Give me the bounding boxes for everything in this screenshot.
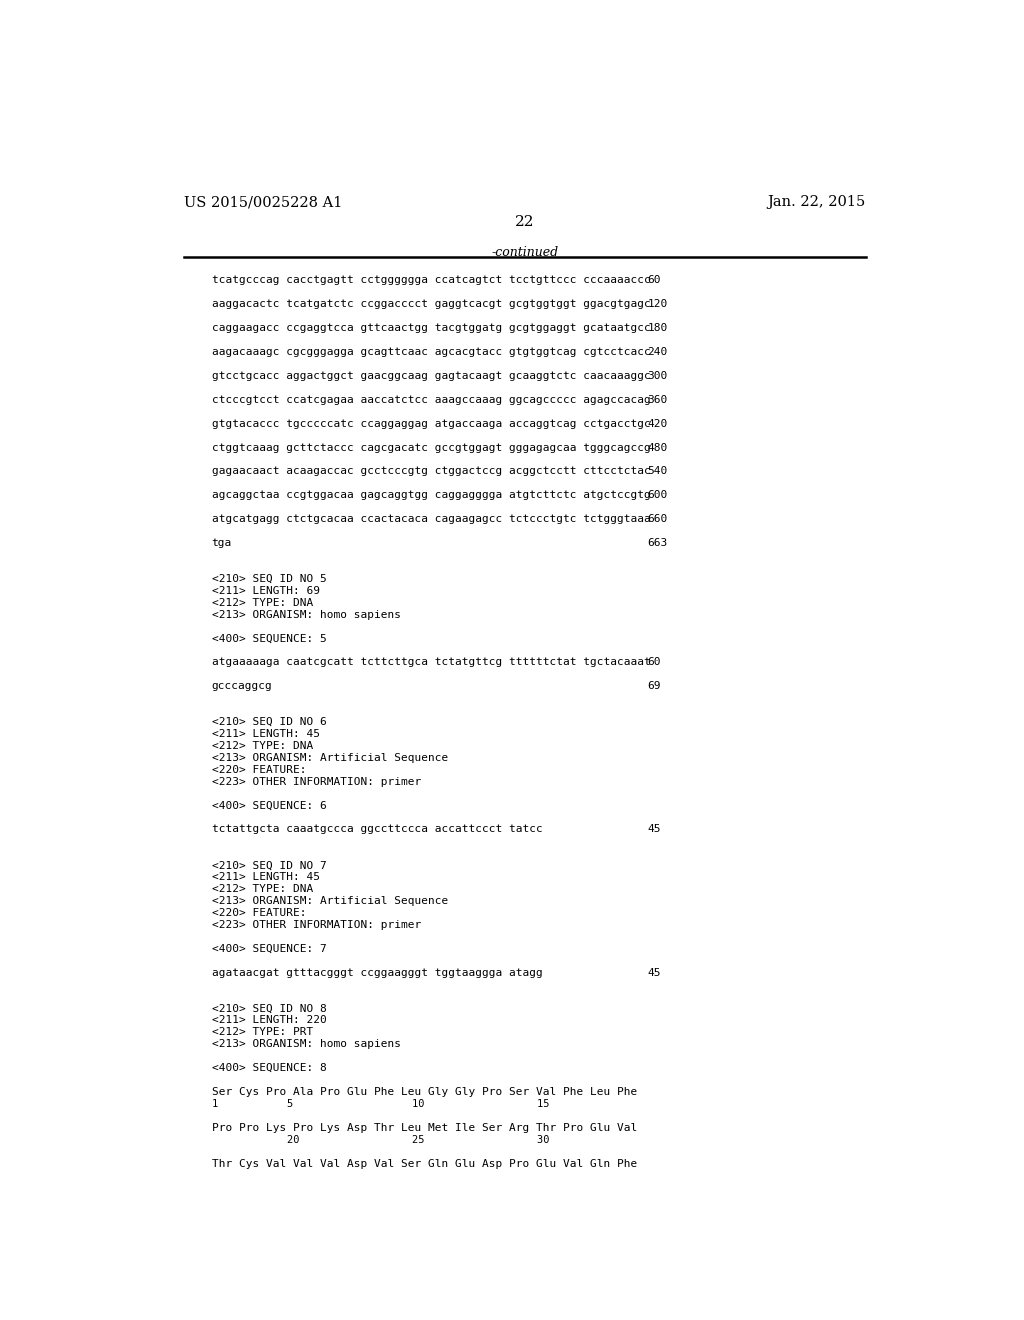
Text: <223> OTHER INFORMATION: primer: <223> OTHER INFORMATION: primer [212,920,421,929]
Text: 120: 120 [647,300,668,309]
Text: agataacgat gtttacgggt ccggaagggt tggtaaggga atagg: agataacgat gtttacgggt ccggaagggt tggtaag… [212,968,543,978]
Text: <220> FEATURE:: <220> FEATURE: [212,908,306,917]
Text: agcaggctaa ccgtggacaa gagcaggtgg caggagggga atgtcttctc atgctccgtg: agcaggctaa ccgtggacaa gagcaggtgg caggagg… [212,490,650,500]
Text: atgcatgagg ctctgcacaa ccactacaca cagaagagcc tctccctgtc tctgggtaaa: atgcatgagg ctctgcacaa ccactacaca cagaaga… [212,515,650,524]
Text: tctattgcta caaatgccca ggccttccca accattccct tatcc: tctattgcta caaatgccca ggccttccca accattc… [212,825,543,834]
Text: Pro Pro Lys Pro Lys Asp Thr Leu Met Ile Ser Arg Thr Pro Glu Val: Pro Pro Lys Pro Lys Asp Thr Leu Met Ile … [212,1123,637,1133]
Text: -continued: -continued [492,246,558,259]
Text: <223> OTHER INFORMATION: primer: <223> OTHER INFORMATION: primer [212,776,421,787]
Text: <210> SEQ ID NO 6: <210> SEQ ID NO 6 [212,717,327,727]
Text: <213> ORGANISM: homo sapiens: <213> ORGANISM: homo sapiens [212,1039,400,1049]
Text: 420: 420 [647,418,668,429]
Text: <400> SEQUENCE: 7: <400> SEQUENCE: 7 [212,944,327,954]
Text: <211> LENGTH: 220: <211> LENGTH: 220 [212,1015,327,1026]
Text: <213> ORGANISM: Artificial Sequence: <213> ORGANISM: Artificial Sequence [212,896,447,906]
Text: 45: 45 [647,968,660,978]
Text: <211> LENGTH: 69: <211> LENGTH: 69 [212,586,319,595]
Text: 663: 663 [647,539,668,548]
Text: 1           5                   10                  15: 1 5 10 15 [212,1100,549,1109]
Text: 60: 60 [647,276,660,285]
Text: tga: tga [212,539,232,548]
Text: atgaaaaaga caatcgcatt tcttcttgca tctatgttcg ttttttctat tgctacaaat: atgaaaaaga caatcgcatt tcttcttgca tctatgt… [212,657,650,668]
Text: 60: 60 [647,657,660,668]
Text: 20                  25                  30: 20 25 30 [212,1135,549,1144]
Text: 22: 22 [515,215,535,230]
Text: gtgtacaccc tgcccccatc ccaggaggag atgaccaaga accaggtcag cctgacctgc: gtgtacaccc tgcccccatc ccaggaggag atgacca… [212,418,650,429]
Text: gcccaggcg: gcccaggcg [212,681,272,692]
Text: <210> SEQ ID NO 7: <210> SEQ ID NO 7 [212,861,327,870]
Text: 660: 660 [647,515,668,524]
Text: tcatgcccag cacctgagtt cctgggggga ccatcagtct tcctgttccc cccaaaaccc: tcatgcccag cacctgagtt cctgggggga ccatcag… [212,276,650,285]
Text: ctcccgtcct ccatcgagaa aaccatctcc aaagccaaag ggcagccccc agagccacag: ctcccgtcct ccatcgagaa aaccatctcc aaagcca… [212,395,650,405]
Text: <213> ORGANISM: Artificial Sequence: <213> ORGANISM: Artificial Sequence [212,752,447,763]
Text: <400> SEQUENCE: 6: <400> SEQUENCE: 6 [212,800,327,810]
Text: <400> SEQUENCE: 5: <400> SEQUENCE: 5 [212,634,327,643]
Text: 69: 69 [647,681,660,692]
Text: ctggtcaaag gcttctaccc cagcgacatc gccgtggagt gggagagcaa tgggcagccg: ctggtcaaag gcttctaccc cagcgacatc gccgtgg… [212,442,650,453]
Text: <212> TYPE: PRT: <212> TYPE: PRT [212,1027,313,1038]
Text: gagaacaact acaagaccac gcctcccgtg ctggactccg acggctcctt cttcctctac: gagaacaact acaagaccac gcctcccgtg ctggact… [212,466,650,477]
Text: <220> FEATURE:: <220> FEATURE: [212,764,306,775]
Text: <212> TYPE: DNA: <212> TYPE: DNA [212,598,313,607]
Text: 240: 240 [647,347,668,356]
Text: <400> SEQUENCE: 8: <400> SEQUENCE: 8 [212,1063,327,1073]
Text: 300: 300 [647,371,668,381]
Text: aagacaaagc cgcgggagga gcagttcaac agcacgtacc gtgtggtcag cgtcctcacc: aagacaaagc cgcgggagga gcagttcaac agcacgt… [212,347,650,356]
Text: 360: 360 [647,395,668,405]
Text: Jan. 22, 2015: Jan. 22, 2015 [768,195,866,210]
Text: Ser Cys Pro Ala Pro Glu Phe Leu Gly Gly Pro Ser Val Phe Leu Phe: Ser Cys Pro Ala Pro Glu Phe Leu Gly Gly … [212,1088,637,1097]
Text: aaggacactc tcatgatctc ccggacccct gaggtcacgt gcgtggtggt ggacgtgagc: aaggacactc tcatgatctc ccggacccct gaggtca… [212,300,650,309]
Text: <212> TYPE: DNA: <212> TYPE: DNA [212,884,313,894]
Text: 45: 45 [647,825,660,834]
Text: <213> ORGANISM: homo sapiens: <213> ORGANISM: homo sapiens [212,610,400,619]
Text: <212> TYPE: DNA: <212> TYPE: DNA [212,741,313,751]
Text: <210> SEQ ID NO 8: <210> SEQ ID NO 8 [212,1003,327,1014]
Text: 600: 600 [647,490,668,500]
Text: US 2015/0025228 A1: US 2015/0025228 A1 [183,195,342,210]
Text: Thr Cys Val Val Val Asp Val Ser Gln Glu Asp Pro Glu Val Gln Phe: Thr Cys Val Val Val Asp Val Ser Gln Glu … [212,1159,637,1168]
Text: 180: 180 [647,323,668,333]
Text: <211> LENGTH: 45: <211> LENGTH: 45 [212,729,319,739]
Text: caggaagacc ccgaggtcca gttcaactgg tacgtggatg gcgtggaggt gcataatgcc: caggaagacc ccgaggtcca gttcaactgg tacgtgg… [212,323,650,333]
Text: 540: 540 [647,466,668,477]
Text: 480: 480 [647,442,668,453]
Text: <211> LENGTH: 45: <211> LENGTH: 45 [212,873,319,882]
Text: gtcctgcacc aggactggct gaacggcaag gagtacaagt gcaaggtctc caacaaaggc: gtcctgcacc aggactggct gaacggcaag gagtaca… [212,371,650,381]
Text: <210> SEQ ID NO 5: <210> SEQ ID NO 5 [212,574,327,583]
